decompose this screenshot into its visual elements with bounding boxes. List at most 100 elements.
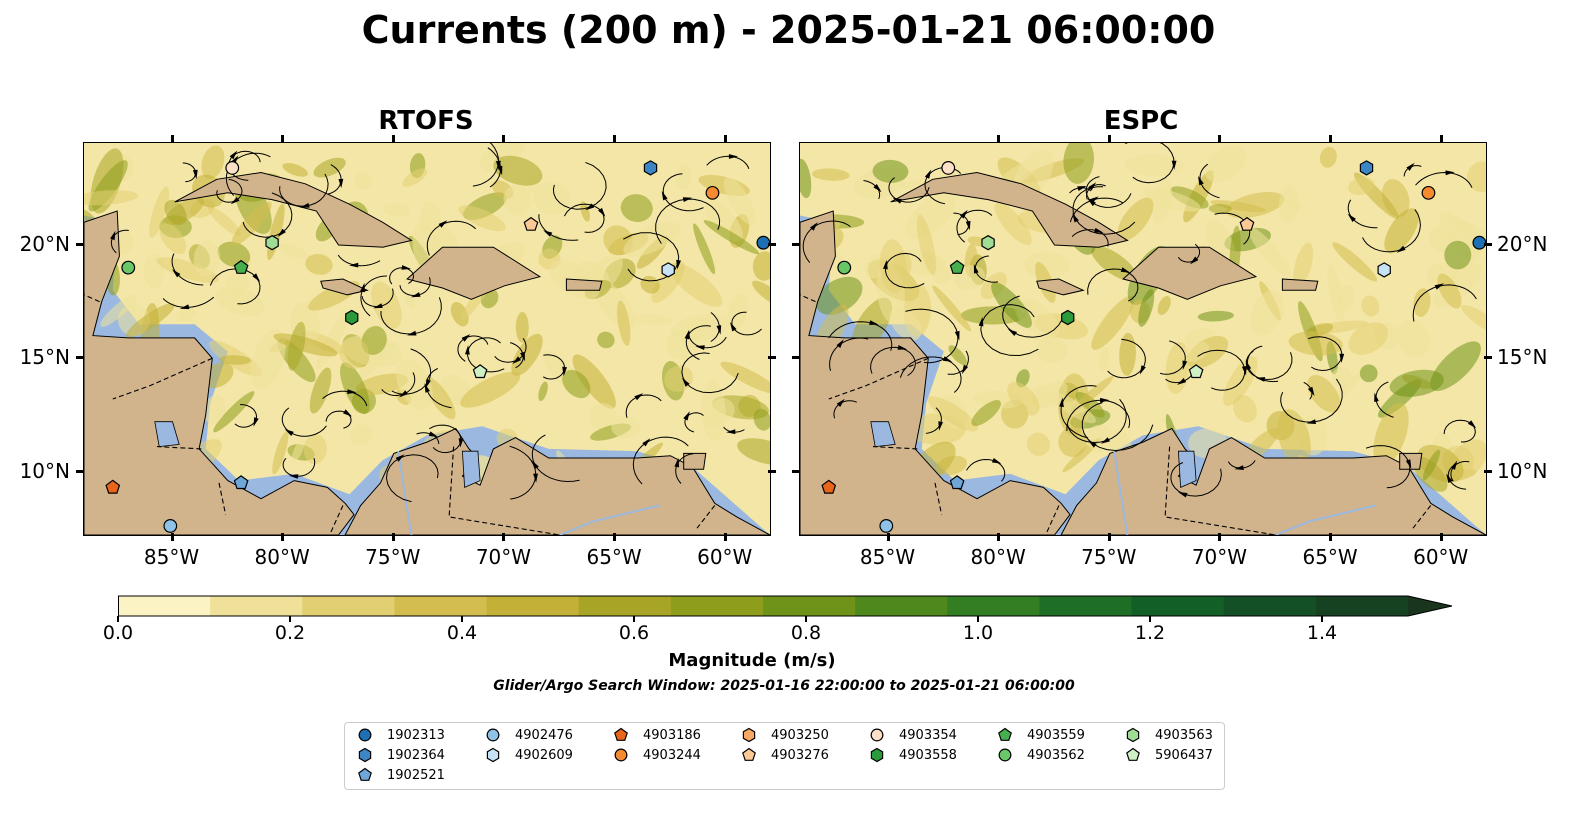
streamline-arrow [1374, 392, 1379, 402]
land-puertorico [1281, 278, 1319, 291]
magnitude-patch [1036, 336, 1068, 363]
country-border [112, 357, 213, 400]
magnitude-patch [278, 243, 309, 259]
magnitude-patch [349, 424, 372, 446]
colorbar-tick-label: 1.4 [1306, 622, 1338, 644]
streamline-arrow [682, 377, 690, 387]
legend-item-4903559: 4903559 [997, 727, 1085, 743]
streamline-arrow [1308, 386, 1315, 396]
streamline-arrow [634, 393, 644, 401]
legend-item-4903186: 4903186 [613, 727, 701, 743]
streamline-arrow [1234, 465, 1244, 470]
legend-label: 4902609 [515, 747, 573, 763]
streamline-arrow [1094, 227, 1104, 233]
legend-item-4902476: 4902476 [485, 727, 573, 743]
lat-tick-label-right: 10°N [1497, 458, 1548, 483]
streamline-arrow [836, 339, 844, 348]
streamline-arrow [230, 197, 240, 205]
legend-marker [1126, 747, 1140, 761]
river [397, 451, 413, 535]
lon-tick-label: 75°W [1081, 545, 1137, 569]
streamline-arrow [512, 356, 521, 364]
circle-marker-icon [358, 728, 372, 742]
tick-mark [1439, 533, 1443, 541]
streamline-arrow [716, 325, 722, 335]
colorbar-tick-label: 0.4 [446, 622, 478, 644]
magnitude-patch [361, 326, 387, 355]
magnitude-patch [620, 194, 653, 222]
magnitude-patch [303, 434, 327, 465]
magnitude-patch [1026, 432, 1050, 456]
country-border [218, 482, 227, 515]
streamline-arrow [110, 230, 116, 241]
circle-marker-icon [998, 748, 1012, 762]
magnitude-patch [1138, 289, 1155, 327]
magnitude-patch [273, 333, 338, 357]
magnitude-patch [1332, 242, 1378, 282]
map-canvas [84, 143, 770, 535]
float-marker-4903186 [821, 479, 837, 494]
magnitude-patch [203, 394, 226, 424]
magnitude-patch [1250, 290, 1284, 336]
colorbar-segment [210, 596, 303, 616]
colorbar-segment [763, 596, 856, 616]
pentagon-marker-icon [614, 727, 628, 741]
tick-mark [1484, 356, 1492, 360]
streamline-arrow [562, 366, 567, 377]
tick-mark [997, 533, 1001, 541]
tick-mark [170, 135, 174, 143]
land-southam [344, 427, 770, 535]
land-puertorico [565, 278, 603, 291]
magnitude-patch [339, 338, 369, 369]
tick-mark [768, 356, 776, 360]
streamline-arrow [1177, 378, 1187, 385]
legend-marker [486, 728, 500, 742]
legend-item-4902609: 4902609 [485, 747, 573, 763]
magnitude-patch [703, 220, 760, 255]
figure-title: Currents (200 m) - 2025-01-21 06:00:00 [361, 8, 1216, 52]
magnitude-patch [572, 354, 616, 409]
pentagon-marker-icon [358, 767, 372, 781]
legend-label: 4903563 [1155, 727, 1213, 743]
streamline-arrow [1059, 397, 1064, 408]
tick-mark [502, 533, 506, 541]
tick-mark [1484, 469, 1492, 473]
streamline-arrow [1339, 353, 1345, 363]
magnitude-patch [737, 438, 770, 465]
streamline-arrow [978, 316, 984, 327]
streamline-arrow [347, 389, 357, 394]
colorbar-tick-mark [461, 616, 463, 622]
magnitude-patch [611, 416, 641, 439]
magnitude-patch [215, 286, 265, 317]
magnitude-patch [669, 262, 723, 307]
legend-marker [358, 767, 372, 781]
colorbar-outline [118, 595, 1453, 617]
country-border [872, 446, 918, 450]
colorbar-tick-label: 0.0 [102, 622, 134, 644]
tick-mark [281, 533, 285, 541]
magnitude-patch [1197, 310, 1234, 322]
colorbar-extend-arrow [1408, 596, 1452, 616]
colorbar [118, 594, 1453, 618]
pentagon-marker-icon [1126, 747, 1140, 761]
legend-marker [870, 728, 884, 742]
streamline-arrow [179, 304, 190, 310]
streamline-arrow [1445, 170, 1455, 176]
streamline-arrow [533, 473, 538, 483]
magnitude-patch [1337, 284, 1355, 311]
magnitude-patch [1091, 295, 1134, 350]
streamline-arrow [1446, 473, 1453, 483]
streamline-arrow [1198, 176, 1204, 186]
tick-mark [76, 356, 84, 360]
magnitude-patch [701, 381, 726, 442]
streamline-arrow [726, 429, 736, 435]
legend-marker [614, 748, 628, 762]
magnitude-patch [727, 293, 749, 332]
streamline-arrow [1089, 196, 1099, 204]
legend-item-4903244: 4903244 [613, 747, 701, 763]
float-marker-4903354 [225, 161, 240, 175]
legend-item-1902521: 1902521 [357, 767, 445, 783]
magnitude-patch [226, 271, 249, 296]
colorbar-tick-label: 0.8 [790, 622, 822, 644]
float-marker-4903558 [1061, 309, 1075, 326]
